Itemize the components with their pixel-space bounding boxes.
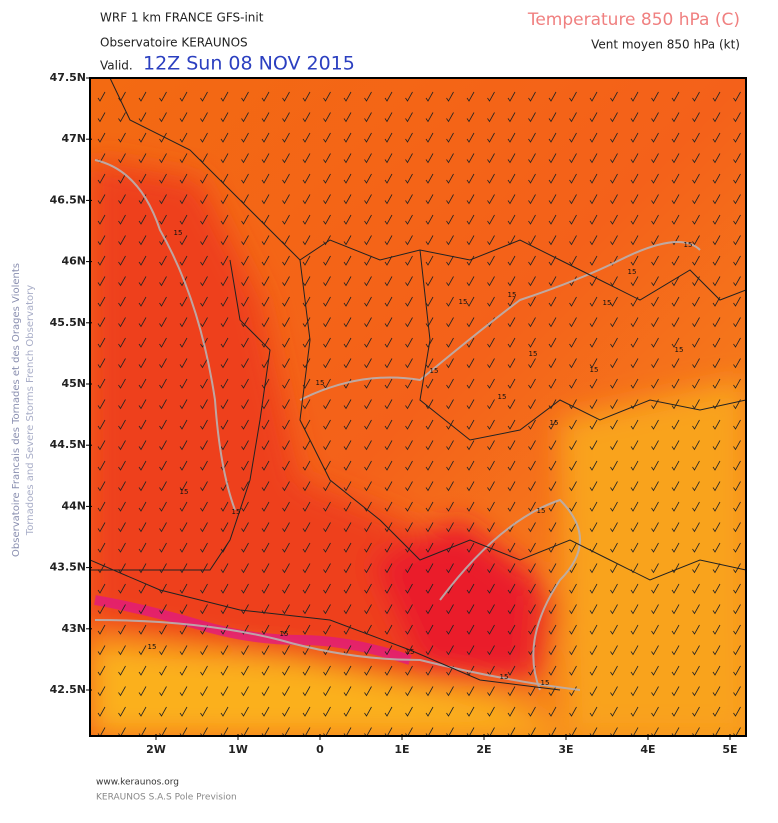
lat-label: 43.5N <box>50 561 86 574</box>
contour-label: 15 <box>459 298 468 306</box>
contour-label: 15 <box>498 393 507 401</box>
contour-label: 15 <box>148 643 157 651</box>
contour-label: 15 <box>529 350 538 358</box>
lat-label: 44N <box>61 499 86 512</box>
lon-label: 5E <box>722 743 737 756</box>
lat-label: 43N <box>61 622 86 635</box>
contour-label: 15 <box>180 488 189 496</box>
contour-label: 15 <box>603 299 612 307</box>
wind-title: Vent moyen 850 hPa (kt) <box>591 38 740 52</box>
contour-label: 15 <box>232 508 241 516</box>
map-field <box>90 78 746 736</box>
side-text: Tornadoes and Severe Storms French Obser… <box>25 285 36 536</box>
lat-label: 45N <box>61 377 86 390</box>
contour-label: 15 <box>550 419 559 427</box>
lat-label: 42.5N <box>50 683 86 696</box>
contour-label: 15 <box>280 630 289 638</box>
lat-label: 45.5N <box>50 316 86 329</box>
side-text: Observatoire Francais des Tornades et de… <box>11 263 22 557</box>
source-label: Observatoire KERAUNOS <box>100 36 248 50</box>
contour-label: 15 <box>541 679 550 687</box>
lat-label: 44.5N <box>50 438 86 451</box>
lon-label: 1E <box>394 743 409 756</box>
contour-label: 15 <box>675 346 684 354</box>
contour-label: 15 <box>508 291 517 299</box>
valid-prefix: Valid. <box>100 59 133 73</box>
contour-label: 15 <box>628 268 637 276</box>
lon-label: 0 <box>316 743 324 756</box>
lat-label: 47N <box>61 132 86 145</box>
lat-label: 46N <box>61 255 86 268</box>
lon-label: 2W <box>146 743 166 756</box>
lon-label: 1W <box>228 743 248 756</box>
contour-label: 15 <box>316 379 325 387</box>
lon-label: 3E <box>558 743 573 756</box>
footer-company: KERAUNOS S.A.S Pole Prevision <box>96 793 237 803</box>
lon-label: 2E <box>476 743 491 756</box>
contour-label: 15 <box>537 507 546 515</box>
contour-label: 15 <box>174 229 183 237</box>
lon-label: 4E <box>640 743 655 756</box>
lat-label: 47.5N <box>50 71 86 84</box>
valid-time: 12Z Sun 08 NOV 2015 <box>143 53 355 75</box>
contour-label: 15 <box>500 673 509 681</box>
contour-label: 15 <box>684 241 693 249</box>
field-title: Temperature 850 hPa (C) <box>527 10 740 30</box>
contour-label: 15 <box>406 648 415 656</box>
map-frame <box>89 77 747 737</box>
lat-label: 46.5N <box>50 193 86 206</box>
footer-url: www.keraunos.org <box>96 778 179 788</box>
contour-label: 15 <box>430 367 439 375</box>
contour-label: 15 <box>590 366 599 374</box>
model-label: WRF 1 km FRANCE GFS-init <box>100 11 264 25</box>
